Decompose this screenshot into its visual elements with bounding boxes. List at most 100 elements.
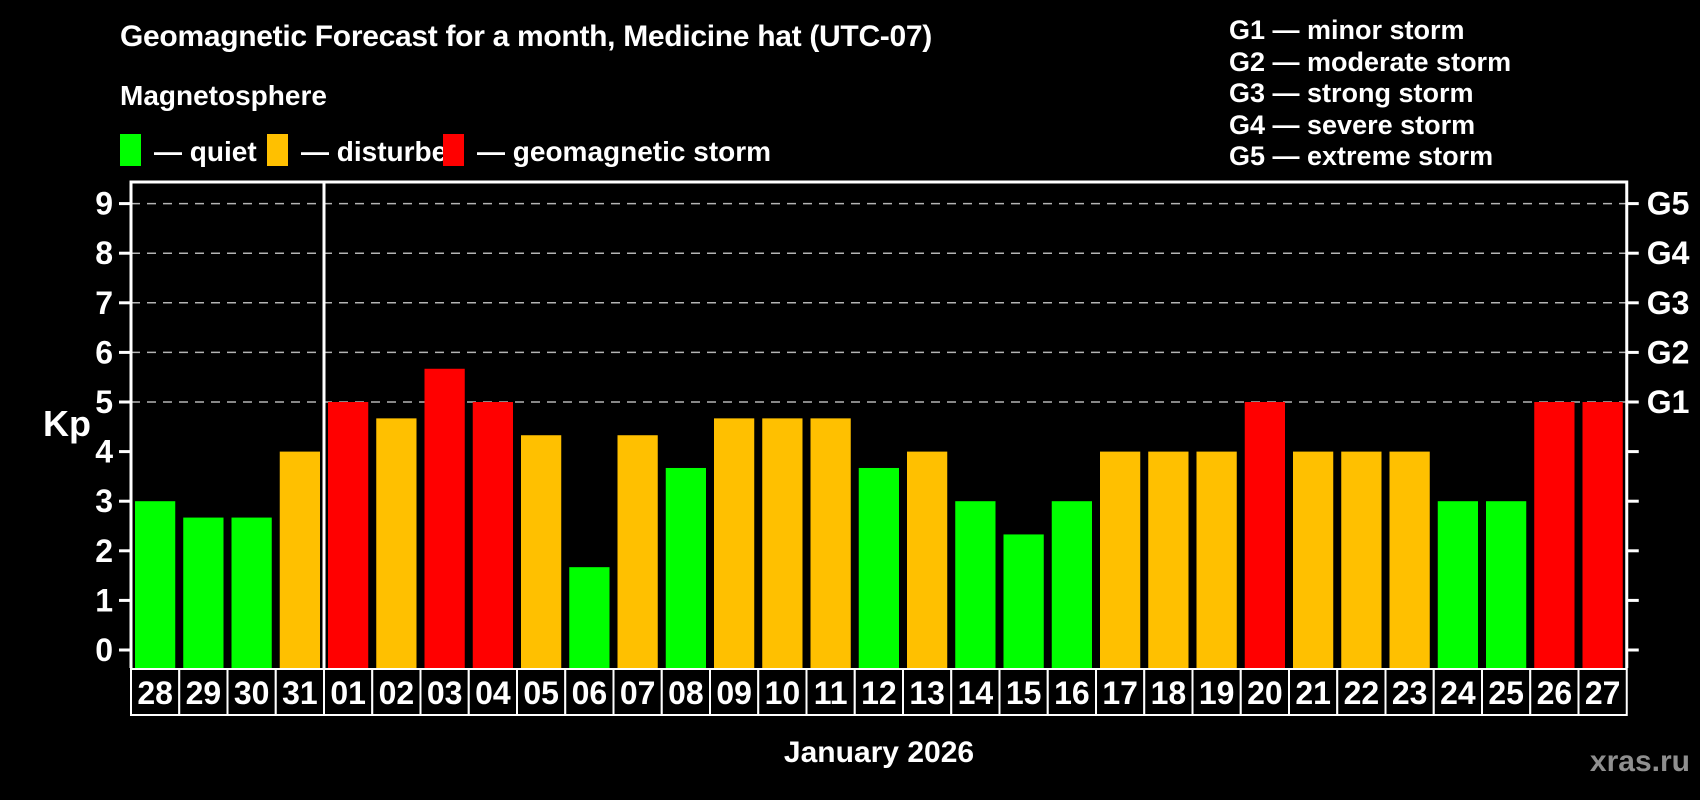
- kp-bar-day-23: [1389, 451, 1430, 668]
- day-cell: [902, 668, 953, 716]
- kp-bar-day-13: [907, 451, 948, 668]
- kp-bar-day-20: [1244, 402, 1285, 668]
- day-label: 30: [234, 675, 270, 711]
- kp-bar-day-05: [521, 435, 562, 668]
- kp-bar-day-02: [376, 418, 417, 668]
- day-cell: [805, 668, 856, 716]
- day-label: 04: [475, 675, 511, 711]
- g-scale-legend-line: G4 — severe storm: [1229, 109, 1476, 140]
- kp-bar-day-16: [1051, 501, 1092, 668]
- day-cell: [998, 668, 1049, 716]
- g-scale-legend-line: G1 — minor storm: [1229, 15, 1465, 45]
- legend-label: — quiet: [154, 136, 257, 167]
- kp-bar-day-09: [714, 418, 755, 668]
- day-label: 07: [620, 675, 656, 711]
- day-label: 23: [1392, 675, 1428, 711]
- day-label: 26: [1537, 675, 1573, 711]
- kp-bar-day-24: [1437, 501, 1478, 668]
- kp-bar-day-17: [1100, 451, 1141, 668]
- g-tick-label: G3: [1647, 285, 1690, 321]
- x-axis-title: January 2026: [783, 736, 975, 769]
- day-label: 10: [765, 675, 801, 711]
- g-scale-legend-line: G5 — extreme storm: [1229, 141, 1494, 171]
- kp-bar-day-08: [665, 467, 706, 668]
- kp-bar-day-28: [135, 501, 176, 668]
- day-cell: [371, 668, 422, 716]
- day-label: 31: [282, 675, 318, 711]
- day-label: 24: [1440, 675, 1476, 711]
- g-scale-legend: G1 — minor storm G2 — moderate storm G3 …: [1229, 15, 1511, 173]
- day-label: 15: [1006, 675, 1042, 711]
- day-cell: [1529, 668, 1580, 716]
- axis-frame: [129, 180, 1629, 668]
- day-cell: [564, 668, 615, 716]
- day-cell: [130, 668, 181, 716]
- y-tick-label: 0: [95, 632, 113, 668]
- y-tick-label: 4: [95, 434, 113, 470]
- day-label: 02: [379, 675, 415, 711]
- kp-bar-day-18: [1148, 451, 1189, 668]
- g-tick-label: G4: [1647, 235, 1690, 271]
- magnetosphere-label: Magnetosphere: [120, 80, 327, 111]
- y-tick-label: 8: [95, 235, 113, 271]
- kp-bar-day-03: [424, 368, 465, 668]
- day-label: 12: [861, 675, 897, 711]
- day-cell: [274, 668, 325, 716]
- day-cell: [1288, 668, 1339, 716]
- day-cell: [467, 668, 518, 716]
- kp-bar-day-26: [1534, 402, 1575, 668]
- day-cell: [950, 668, 1001, 716]
- day-label: 03: [427, 675, 463, 711]
- g-scale-legend-line: G2 — moderate storm: [1229, 46, 1512, 77]
- legend-label: — geomagnetic storm: [477, 136, 772, 167]
- day-cell: [1336, 668, 1387, 716]
- day-cell: [1384, 668, 1435, 716]
- day-label: 22: [1344, 675, 1380, 711]
- day-cell: [1577, 668, 1628, 716]
- kp-bar-day-04: [472, 402, 513, 668]
- kp-bar-day-10: [762, 418, 803, 668]
- day-label: 01: [330, 675, 366, 711]
- day-cell: [178, 668, 229, 716]
- y-tick-label: 6: [95, 334, 113, 370]
- kp-bar-day-11: [810, 418, 851, 668]
- legend-label: — disturbed: [301, 136, 465, 167]
- day-cell: [612, 668, 663, 716]
- day-cell: [660, 668, 711, 716]
- legend-item-storm: — geomagnetic storm: [443, 133, 771, 167]
- kp-bar-day-30: [231, 517, 272, 668]
- day-label: 28: [137, 675, 173, 711]
- kp-bar-day-06: [569, 567, 610, 668]
- chart-title: Geomagnetic Forecast for a month, Medici…: [120, 20, 932, 53]
- g-tick-label: G5: [1647, 186, 1690, 222]
- day-label: 13: [909, 675, 945, 711]
- day-label: 09: [716, 675, 752, 711]
- day-cell: [757, 668, 808, 716]
- y-tick-label: 5: [95, 384, 113, 420]
- kp-bar-day-15: [1003, 534, 1044, 668]
- kp-bar-day-01: [328, 402, 369, 668]
- day-label: 11: [814, 675, 848, 711]
- y-tick-label: 9: [95, 186, 113, 222]
- day-cell: [1481, 668, 1532, 716]
- day-cell: [1432, 668, 1483, 716]
- day-label: 20: [1247, 675, 1283, 711]
- day-label: 18: [1151, 675, 1187, 711]
- legend-item-disturbed: — disturbed: [267, 133, 464, 167]
- day-cell: [226, 668, 277, 716]
- y-axis-title: Kp: [43, 403, 91, 444]
- day-label: 19: [1199, 675, 1235, 711]
- day-label: 16: [1054, 675, 1090, 711]
- kp-bar-day-27: [1582, 402, 1623, 668]
- day-label: 21: [1295, 675, 1331, 711]
- day-label: 27: [1585, 675, 1621, 711]
- day-cell: [709, 668, 760, 716]
- kp-bar-day-12: [858, 467, 899, 668]
- y-tick-label: 1: [95, 582, 113, 618]
- kp-bar-day-19: [1196, 451, 1237, 668]
- day-cell: [1191, 668, 1242, 716]
- kp-bar-day-22: [1341, 451, 1382, 668]
- kp-bar-day-21: [1293, 451, 1334, 668]
- day-label: 08: [668, 675, 704, 711]
- g-tick-label: G1: [1647, 384, 1690, 420]
